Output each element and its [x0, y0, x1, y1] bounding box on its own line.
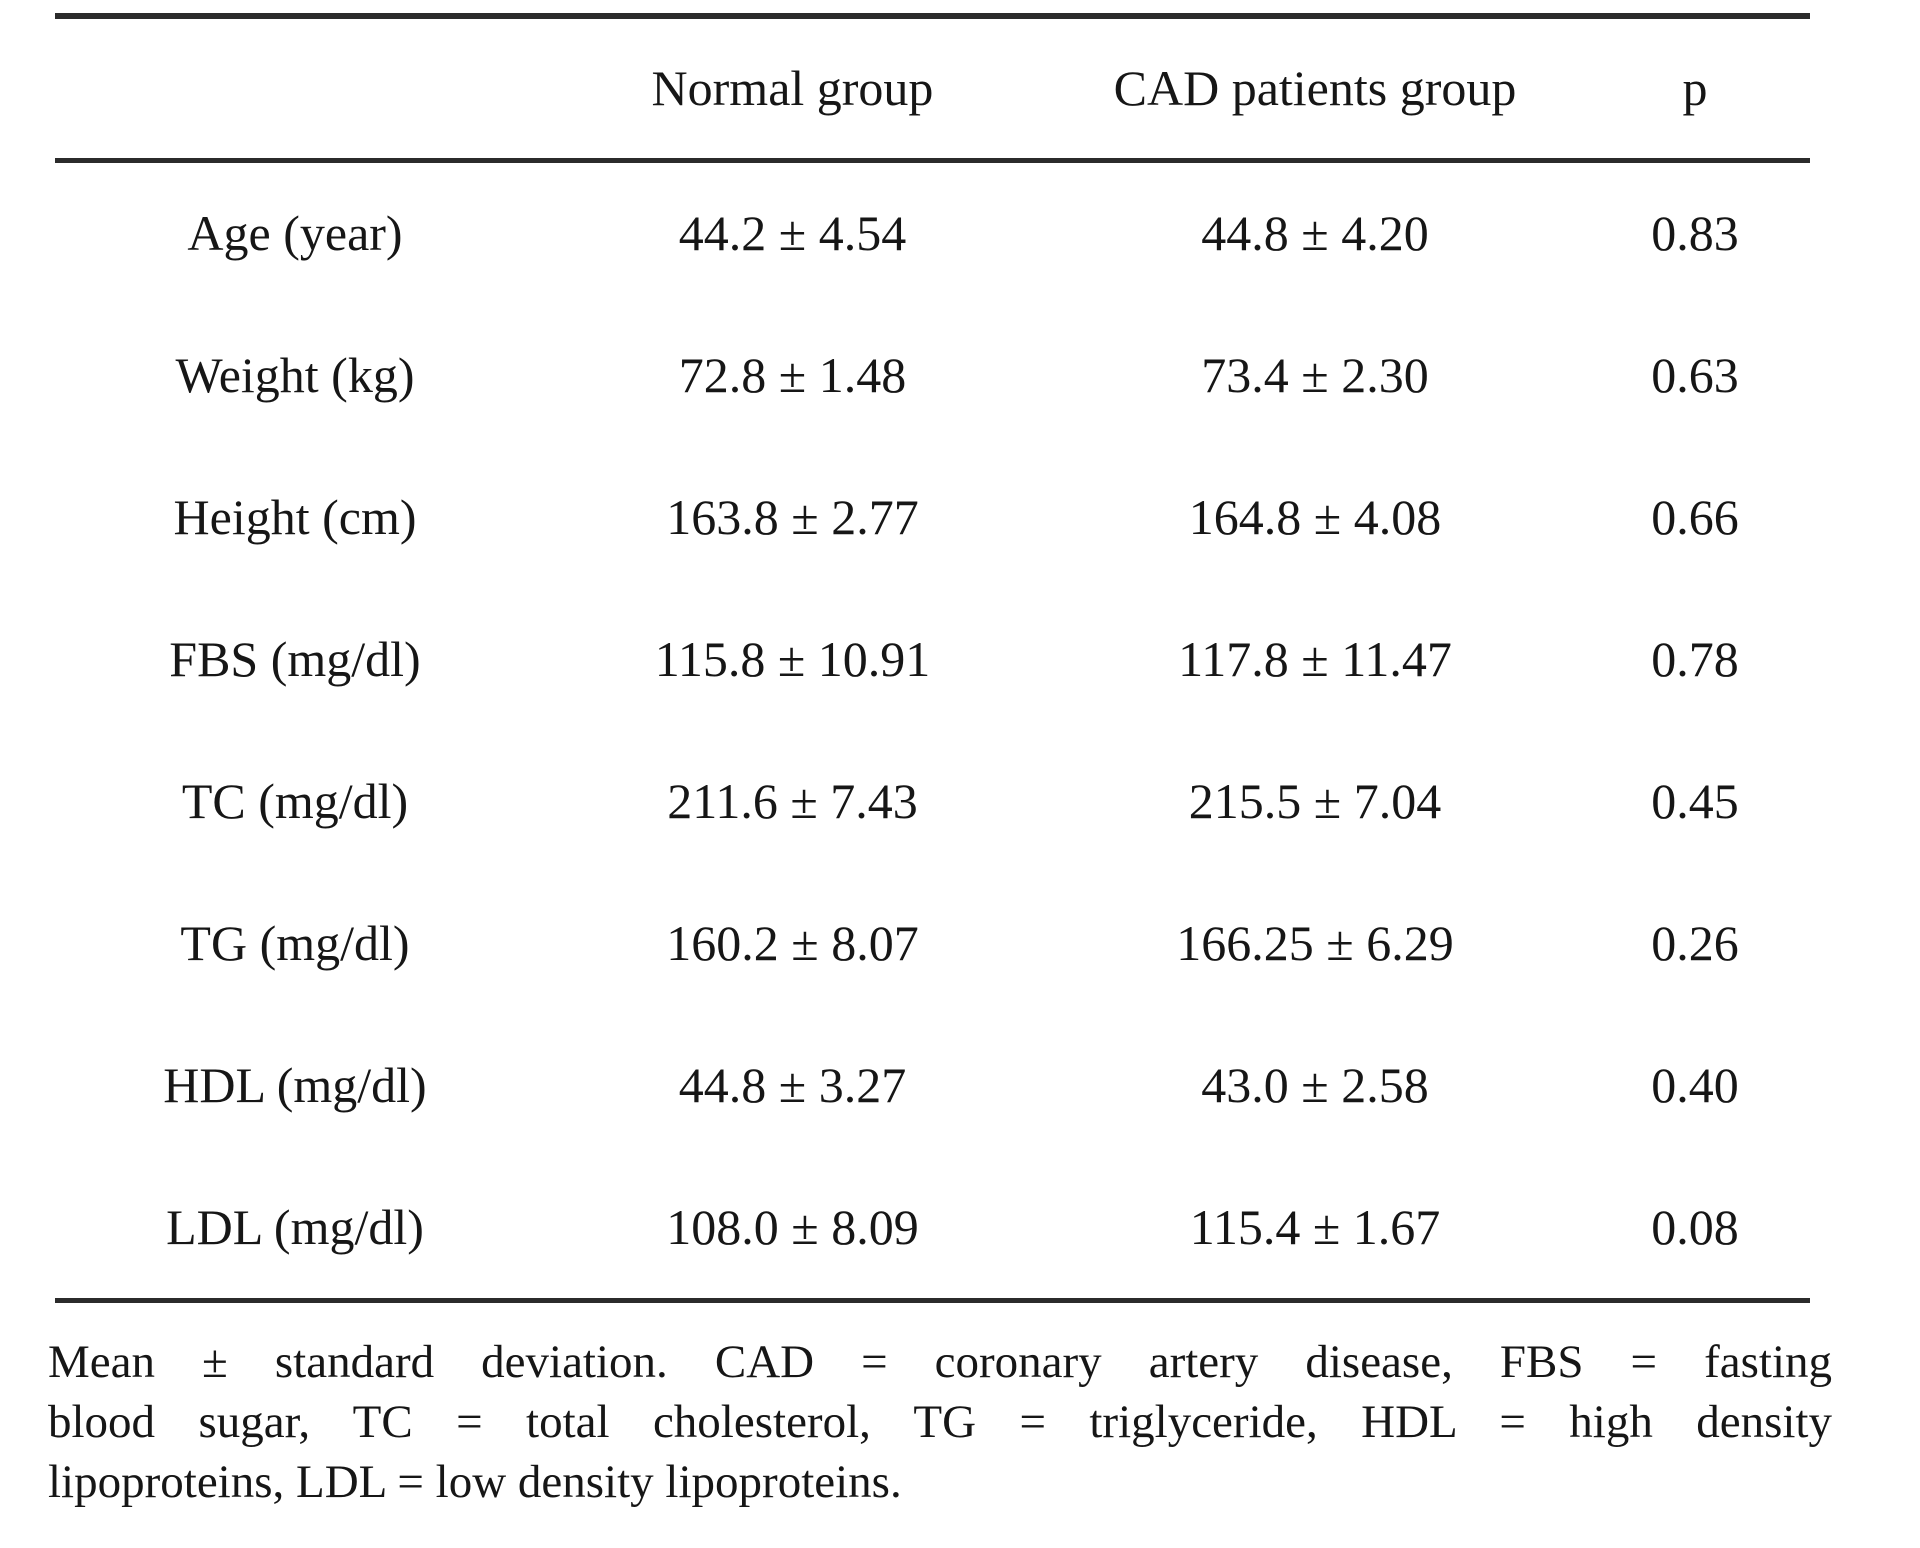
table-footnote: Mean ± standard deviation. CAD = coronar…: [48, 1332, 1832, 1512]
cell-p-value: 0.08: [1651, 1198, 1739, 1255]
cell-normal-value: 108.0 ± 8.09: [666, 1198, 919, 1255]
footnote-line-2: blood sugar, TC = total cholesterol, TG …: [48, 1396, 1832, 1448]
cell-cad-value: 115.4 ± 1.67: [1189, 1198, 1441, 1255]
cell-p-value: 0.63: [1651, 347, 1739, 404]
table-bottom-rule: [55, 1298, 1810, 1304]
cell-cad-value: 43.0 ± 2.58: [1201, 1056, 1429, 1113]
cell-normal-value: 72.8 ± 1.48: [678, 347, 907, 404]
table-row-height: Height (cm) 163.8 ± 2.77 164.8 ± 4.08 0.…: [55, 447, 1810, 589]
cell-normal-value: 115.8 ± 10.91: [654, 631, 931, 688]
cell-cad-value: 164.8 ± 4.08: [1188, 489, 1442, 546]
cell-normal-value: 160.2 ± 8.07: [666, 914, 919, 971]
cell-cad-value: 73.4 ± 2.30: [1201, 347, 1429, 404]
row-label: Age (year): [187, 205, 403, 262]
cell-normal-value: 163.8 ± 2.77: [666, 489, 919, 546]
comparison-table: Normal group CAD patients group p Age (y…: [55, 13, 1810, 1304]
cell-p-value: 0.45: [1651, 773, 1739, 829]
footnote-line-3: lipoproteins, LDL = low density lipoprot…: [48, 1456, 902, 1508]
table-row-hdl: HDL (mg/dl) 44.8 ± 3.27 43.0 ± 2.58 0.40: [55, 1014, 1810, 1156]
cell-p-value: 0.26: [1651, 914, 1739, 971]
row-label: Height (cm): [173, 489, 417, 546]
table-row-ldl: LDL (mg/dl) 108.0 ± 8.09 115.4 ± 1.67 0.…: [55, 1156, 1810, 1298]
table-header-rule: [55, 158, 1810, 163]
row-label: TC (mg/dl): [181, 773, 409, 829]
cell-p-value: 0.83: [1651, 205, 1739, 262]
header-p-value: p: [1682, 60, 1708, 116]
row-label: LDL (mg/dl): [166, 1198, 424, 1255]
cell-cad-value: 117.8 ± 11.47: [1178, 631, 1452, 688]
header-normal-group: Normal group: [651, 60, 934, 116]
cell-cad-value: 44.8 ± 4.20: [1201, 205, 1429, 262]
row-label: HDL (mg/dl): [163, 1056, 427, 1113]
row-label: TG (mg/dl): [180, 914, 410, 971]
cell-normal-value: 44.2 ± 4.54: [678, 205, 907, 262]
row-label: FBS (mg/dl): [169, 631, 421, 688]
cell-cad-value: 166.25 ± 6.29: [1176, 914, 1454, 971]
footnote-line-1: Mean ± standard deviation. CAD = coronar…: [48, 1336, 1832, 1388]
table-header-row: Normal group CAD patients group p: [55, 19, 1810, 158]
cell-p-value: 0.40: [1651, 1056, 1739, 1113]
header-cad-patients-group: CAD patients group: [1113, 60, 1517, 116]
cell-p-value: 0.66: [1651, 489, 1739, 546]
row-label: Weight (kg): [175, 347, 415, 404]
table-row-tc: TC (mg/dl) 211.6 ± 7.43 215.5 ± 7.04 0.4…: [55, 731, 1810, 873]
table-row-tg: TG (mg/dl) 160.2 ± 8.07 166.25 ± 6.29 0.…: [55, 872, 1810, 1014]
table-row-weight: Weight (kg) 72.8 ± 1.48 73.4 ± 2.30 0.63: [55, 305, 1810, 447]
table-top-rule: [55, 13, 1810, 19]
cell-cad-value: 215.5 ± 7.04: [1188, 773, 1442, 829]
table-row-fbs: FBS (mg/dl) 115.8 ± 10.91 117.8 ± 11.47 …: [55, 589, 1810, 731]
cell-p-value: 0.78: [1651, 631, 1739, 688]
cell-normal-value: 44.8 ± 3.27: [678, 1056, 907, 1113]
cell-normal-value: 211.6 ± 7.43: [667, 773, 918, 829]
table-row-age: Age (year) 44.2 ± 4.54 44.8 ± 4.20 0.83: [55, 163, 1810, 305]
